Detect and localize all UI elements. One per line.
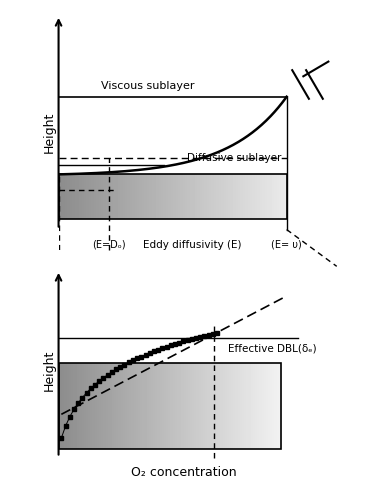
Bar [59,363,281,448]
Y-axis label: Height: Height [43,112,56,153]
Text: Effective DBL(δₑ): Effective DBL(δₑ) [228,344,317,353]
Y-axis label: Height: Height [43,350,56,391]
Text: (E=Dₒ): (E=Dₒ) [92,240,126,250]
Text: Diffusive sublayer: Diffusive sublayer [187,153,281,163]
Text: Eddy diffusivity (E): Eddy diffusivity (E) [143,240,241,250]
Text: Viscous sublayer: Viscous sublayer [101,80,194,90]
Text: O₂ concentration: O₂ concentration [131,466,236,479]
Bar [59,174,287,220]
Text: (E= υ): (E= υ) [271,240,302,250]
